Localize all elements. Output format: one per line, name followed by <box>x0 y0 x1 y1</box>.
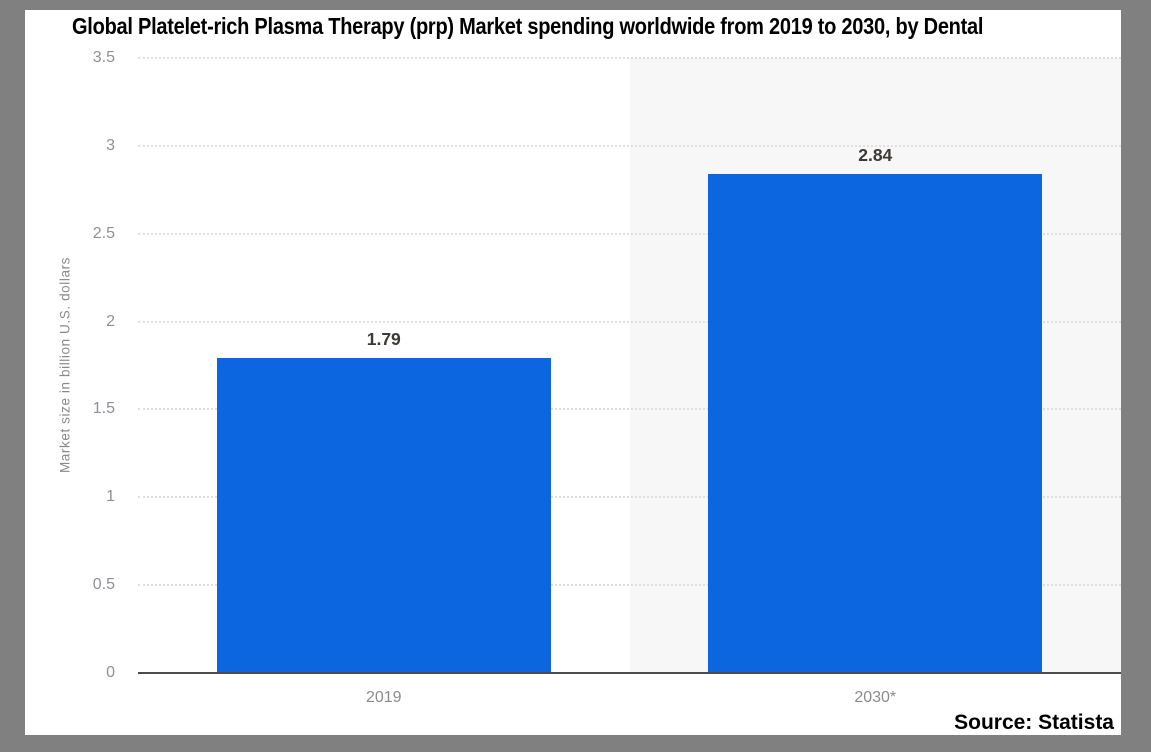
source-label: Source: Statista <box>944 711 1114 735</box>
y-tick-label: 2.5 <box>92 224 115 242</box>
bar-column-2030: 2.84 2030* <box>630 58 1122 706</box>
gridline <box>138 320 1121 323</box>
x-axis-line <box>138 672 1121 674</box>
gridline <box>138 144 1121 147</box>
bar-column-2019: 1.79 2019 <box>138 58 630 706</box>
bar-2019[interactable] <box>216 358 551 673</box>
chart-panel: Global Platelet-rich Plasma Therapy (prp… <box>25 10 1121 735</box>
value-label: 2.84 <box>858 144 893 165</box>
y-tick-label: 2 <box>106 312 115 330</box>
y-tick-label: 0 <box>106 664 115 681</box>
y-tick-label: 1.5 <box>92 400 115 418</box>
gridline <box>138 57 1121 59</box>
y-tick-label: 0.5 <box>92 576 115 594</box>
y-tick-label: 1 <box>106 488 115 506</box>
y-tick-label: 3.5 <box>92 49 115 66</box>
chart-title-text: Global Platelet-rich Plasma Therapy (prp… <box>72 13 984 39</box>
gridline <box>138 496 1121 499</box>
gridline <box>138 584 1121 587</box>
chart-title: Global Platelet-rich Plasma Therapy (prp… <box>72 13 1119 40</box>
y-axis-title: Market size in billion U.S. dollars <box>57 256 73 474</box>
plot-area: 0 0.5 1 1.5 2 2.5 3 3.5 1.79 2019 2.84 2030* <box>93 49 1122 706</box>
x-tick-label: 2030* <box>854 689 897 706</box>
value-label: 1.79 <box>366 329 401 350</box>
bar-2030[interactable] <box>708 173 1043 673</box>
x-tick-label: 2019 <box>365 689 402 706</box>
gridline <box>138 408 1121 411</box>
gridline <box>138 232 1121 235</box>
y-tick-label: 3 <box>106 136 115 154</box>
